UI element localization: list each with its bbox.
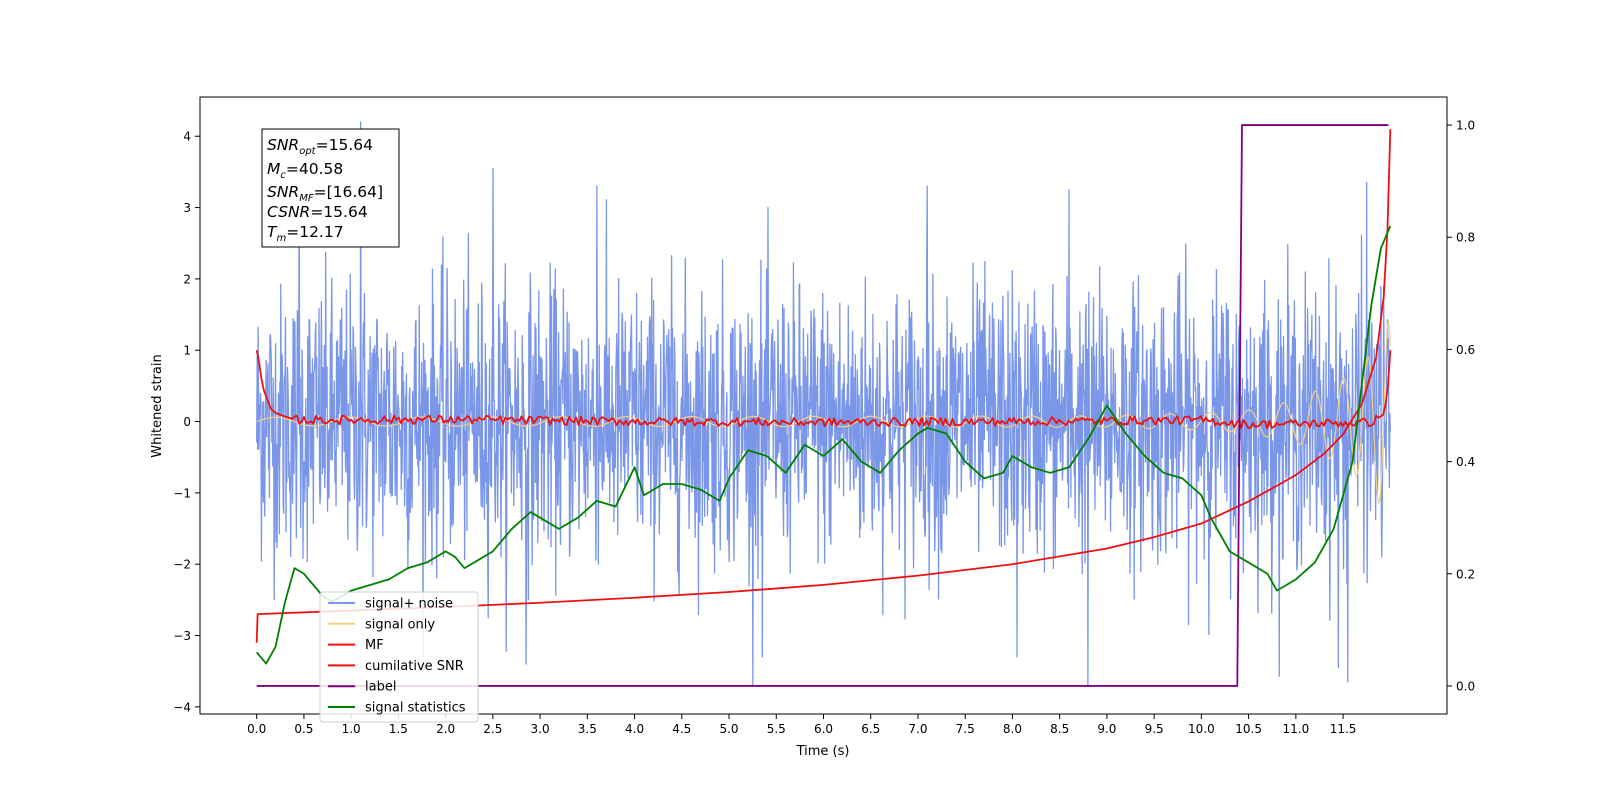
x-tick-label: 8.0 <box>1003 722 1022 736</box>
stats-box: SNRopt=15.64 Mc=40.58 SNRMF=[16.64] CSNR… <box>261 128 400 248</box>
stat-mc: Mc=40.58 <box>267 160 343 181</box>
x-tick-label: 9.5 <box>1145 722 1164 736</box>
stat-snr-opt: SNRopt=15.64 <box>267 136 373 157</box>
x-tick-label: 0.0 <box>247 722 266 736</box>
x-tick-label: 3.5 <box>578 722 597 736</box>
legend-label-cumilative-snr: cumilative SNR <box>365 659 464 674</box>
y-tick-label-left: 3 <box>183 201 191 215</box>
y-tick-label-left: −3 <box>173 629 191 643</box>
left-y-axis: −4 −3 −2 −1 0 1 2 3 4 <box>173 130 200 714</box>
y-tick-label-left: −1 <box>173 486 191 500</box>
x-tick-label: 11.5 <box>1330 722 1357 736</box>
legend: signal+ noise signal only MF cumilative SNR… <box>319 591 479 723</box>
x-tick-label: 4.0 <box>625 722 644 736</box>
x-tick-label: 7.5 <box>956 722 975 736</box>
series-signal-noise <box>256 121 1391 687</box>
x-tick-label: 1.5 <box>389 722 408 736</box>
x-tick-label: 8.5 <box>1050 722 1069 736</box>
series-label <box>256 124 1389 687</box>
x-tick-label: 10.5 <box>1235 722 1262 736</box>
x-tick-label: 2.0 <box>436 722 455 736</box>
y-axis-label: Whitened strain <box>150 354 165 457</box>
series-signal-statistics <box>255 225 1392 665</box>
y-tick-label-left: −2 <box>173 558 191 572</box>
y-tick-label-left: −4 <box>173 700 191 714</box>
y-tick-label-left: 4 <box>183 130 191 144</box>
x-tick-label: 3.0 <box>531 722 550 736</box>
x-tick-label: 10.0 <box>1188 722 1215 736</box>
y-tick-label-right: 0.4 <box>1456 455 1475 469</box>
y-tick-label-left: 1 <box>183 344 191 358</box>
x-tick-label: 4.5 <box>672 722 691 736</box>
legend-label-mf: MF <box>365 638 384 653</box>
stat-snr-mf: SNRMF=[16.64] <box>267 183 383 204</box>
y-tick-label-right: 0.0 <box>1456 679 1475 693</box>
legend-label-signal-only: signal only <box>365 617 435 632</box>
x-tick-label: 11.0 <box>1282 722 1309 736</box>
y-tick-label-left: 0 <box>183 415 191 429</box>
y-tick-label-left: 2 <box>183 272 191 286</box>
x-tick-label: 7.0 <box>908 722 927 736</box>
y-tick-label-right: 0.6 <box>1456 343 1475 357</box>
x-tick-label: 6.0 <box>814 722 833 736</box>
x-tick-label: 6.5 <box>861 722 880 736</box>
legend-label-signal-statistics: signal statistics <box>365 701 466 716</box>
y-tick-label-right: 1.0 <box>1456 119 1475 133</box>
x-tick-label: 5.5 <box>767 722 786 736</box>
x-tick-label: 5.0 <box>719 722 738 736</box>
y-tick-label-right: 0.2 <box>1456 567 1475 581</box>
x-tick-label: 9.0 <box>1097 722 1116 736</box>
x-axis: 0.0 0.5 1.0 1.5 2.0 2.5 3.0 3.5 4.0 4.5 5.0 5.5 6.0 6… <box>247 714 1356 736</box>
x-tick-label: 2.5 <box>483 722 502 736</box>
right-y-axis: 0.0 0.2 0.4 0.6 0.8 1.0 <box>1447 119 1475 693</box>
stat-csnr: CSNR=15.64 <box>267 203 368 221</box>
x-tick-label: 0.5 <box>294 722 313 736</box>
series-layer <box>255 121 1392 687</box>
series-mf <box>255 350 1392 430</box>
x-tick-label: 1.0 <box>342 722 361 736</box>
stat-tm: Tm=12.17 <box>267 223 344 244</box>
legend-label-signal-noise: signal+ noise <box>365 597 453 612</box>
x-axis-label: Time (s) <box>796 744 850 759</box>
series-signal-only <box>256 320 1391 504</box>
series-cumilative-snr <box>255 129 1392 643</box>
legend-label-label: label <box>365 680 396 695</box>
y-tick-label-right: 0.8 <box>1456 231 1475 245</box>
